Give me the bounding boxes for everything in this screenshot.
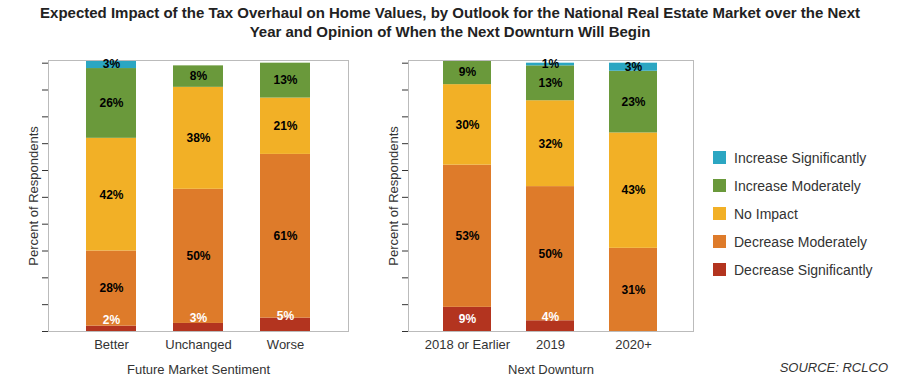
html-text:Decrease Moderately: Decrease Moderately (734, 233, 868, 250)
svg-text:2%: 2% (103, 313, 121, 327)
svg-text:26%: 26% (99, 96, 123, 110)
svg-text:Percent of Respondents: Percent of Respondents (386, 126, 401, 266)
svg-text:61%: 61% (273, 229, 297, 243)
svg-text:4%: 4% (542, 310, 560, 324)
html-text:Increase Moderately: Increase Moderately (734, 177, 861, 194)
svg-text:23%: 23% (621, 95, 645, 109)
svg-text:Better: Better (94, 337, 129, 352)
svg-text:30%: 30% (455, 118, 479, 132)
svg-text:28%: 28% (99, 281, 123, 295)
html-text:Increase Significantly: Increase Significantly (734, 149, 867, 166)
svg-text:2019: 2019 (536, 337, 565, 352)
svg-text:32%: 32% (538, 137, 562, 151)
svg-text:50%: 50% (186, 249, 210, 263)
svg-text:Worse: Worse (267, 337, 304, 352)
html-text:Decrease Significantly: Decrease Significantly (734, 261, 873, 278)
svg-text:2020+: 2020+ (615, 337, 652, 352)
svg-text:3%: 3% (103, 57, 121, 71)
svg-text:43%: 43% (621, 183, 645, 197)
svg-text:Future Market Sentiment: Future Market Sentiment (127, 362, 270, 377)
html-text:Expected Impact of the Tax Ove: Expected Impact of the Tax Overhaul on H… (40, 4, 860, 40)
svg-text:50%: 50% (538, 247, 562, 261)
svg-text:9%: 9% (459, 312, 477, 326)
svg-text:3%: 3% (190, 311, 208, 325)
html-text:No Impact: No Impact (734, 205, 798, 222)
svg-text:2018 or Earlier: 2018 or Earlier (425, 337, 511, 352)
svg-text:9%: 9% (459, 65, 477, 79)
svg-text:Percent of Respondents: Percent of Respondents (26, 126, 41, 266)
svg-text:Next Downturn: Next Downturn (508, 362, 594, 377)
html-text:SOURCE: RCLCO: SOURCE: RCLCO (779, 360, 888, 375)
svg-text:5%: 5% (277, 309, 295, 323)
svg-text:Unchanged: Unchanged (165, 337, 232, 352)
svg-text:8%: 8% (190, 69, 208, 83)
svg-text:42%: 42% (99, 187, 123, 201)
svg-text:3%: 3% (625, 60, 643, 74)
svg-text:13%: 13% (538, 76, 562, 90)
svg-text:13%: 13% (273, 73, 297, 87)
svg-text:53%: 53% (455, 229, 479, 243)
svg-text:31%: 31% (621, 283, 645, 297)
svg-text:1%: 1% (542, 57, 560, 71)
svg-text:38%: 38% (186, 131, 210, 145)
svg-text:21%: 21% (273, 119, 297, 133)
